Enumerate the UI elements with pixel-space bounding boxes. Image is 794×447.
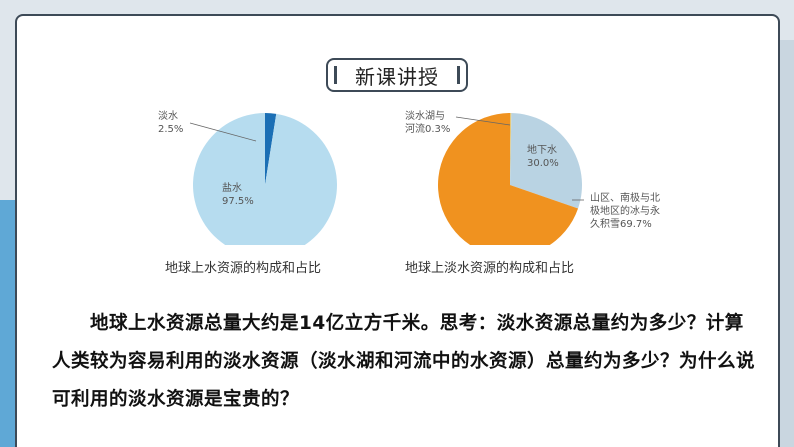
- label-ice-line3: 久积雪69.7%: [590, 219, 652, 230]
- label-groundwater-name: 地下水: [527, 145, 557, 156]
- pie-slice-groundwater: [510, 113, 582, 209]
- label-fresh-water-name: 淡水: [158, 111, 178, 122]
- label-salt-water-value: 97.5%: [222, 196, 254, 207]
- pie-slice-lake-river: [510, 113, 512, 185]
- label-lake-river-line2: 河流0.3%: [405, 124, 451, 135]
- pie-slice-salt-water: [193, 113, 337, 245]
- pie-slice-ice-snow: [438, 113, 579, 245]
- slide-title-box: 新课讲授: [326, 58, 468, 92]
- caption-freshwater-composition: 地球上淡水资源的构成和占比: [405, 261, 575, 276]
- leader-line-fresh: [189, 122, 257, 142]
- slide-title: 新课讲授: [355, 64, 439, 89]
- label-ice-line2: 极地区的冰与永: [590, 206, 660, 217]
- label-groundwater-value: 30.0%: [527, 158, 559, 169]
- pie-chart-freshwater: [438, 113, 584, 245]
- label-fresh-water-value: 2.5%: [158, 124, 184, 135]
- label-lake-river-line1: 淡水湖与: [405, 111, 445, 122]
- label-salt-water-name: 盐水: [222, 183, 242, 194]
- label-ice-line1: 山区、南极与北: [590, 193, 660, 204]
- chart-water-composition: 淡水 2.5% 盐水 97.5%: [150, 105, 380, 280]
- pie-slice-fresh-water: [265, 113, 277, 185]
- pie-chart-water: [193, 113, 337, 245]
- chart-freshwater-composition: 淡水湖与 河流0.3% 地下水 30.0% 山区、南极与北 极地区的冰与永 久积…: [400, 105, 660, 280]
- question-paragraph: 地球上水资源总量大约是14亿立方千米。思考：淡水资源总量约为多少？计算人类较为容…: [52, 305, 762, 419]
- caption-water-composition: 地球上水资源的构成和占比: [165, 261, 322, 276]
- question-text: 地球上水资源总量大约是14亿立方千米。思考：淡水资源总量约为多少？计算人类较为容…: [52, 313, 756, 410]
